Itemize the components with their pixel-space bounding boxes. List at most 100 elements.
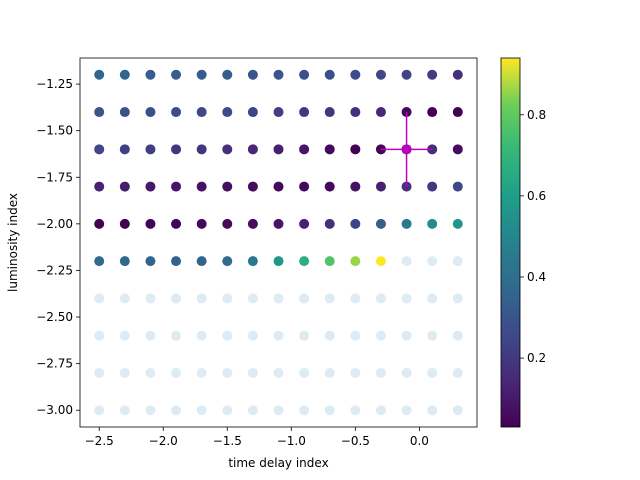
colorbar: [500, 57, 521, 428]
x-tick-label: 0.0: [410, 434, 429, 448]
faded-point: [324, 293, 335, 304]
data-point: [119, 218, 130, 229]
faded-point: [171, 367, 182, 378]
x-tick-label: −1.5: [213, 434, 242, 448]
faded-point: [273, 367, 284, 378]
faded-point: [119, 293, 130, 304]
data-point: [145, 144, 156, 155]
faded-point: [452, 367, 463, 378]
data-point: [247, 69, 258, 80]
x-tick-label: −2.0: [149, 434, 178, 448]
data-point: [196, 69, 207, 80]
data-point: [222, 69, 233, 80]
data-point: [247, 144, 258, 155]
data-point: [299, 218, 310, 229]
faded-point: [401, 256, 412, 267]
faded-point: [171, 293, 182, 304]
y-tick-label: −1.75: [36, 170, 73, 184]
faded-point: [375, 330, 386, 341]
faded-point: [350, 330, 361, 341]
data-point: [427, 218, 438, 229]
data-point: [273, 144, 284, 155]
faded-point: [145, 405, 156, 416]
data-point: [222, 218, 233, 229]
data-point: [247, 107, 258, 118]
data-point: [401, 69, 412, 80]
data-point: [247, 218, 258, 229]
faded-point: [145, 330, 156, 341]
faded-point: [299, 330, 310, 341]
data-point: [119, 181, 130, 192]
x-tick-label: −2.5: [85, 434, 114, 448]
y-tick-label: −3.00: [36, 403, 73, 417]
faded-point: [222, 405, 233, 416]
data-point: [273, 181, 284, 192]
faded-point: [299, 405, 310, 416]
faded-point: [401, 367, 412, 378]
faded-point: [350, 367, 361, 378]
faded-point: [375, 367, 386, 378]
faded-point: [375, 293, 386, 304]
data-point: [222, 181, 233, 192]
plot-frame: [79, 57, 478, 428]
data-point: [119, 256, 130, 267]
data-point: [350, 107, 361, 118]
data-point: [299, 69, 310, 80]
data-point: [350, 69, 361, 80]
data-point: [350, 144, 361, 155]
data-point: [427, 181, 438, 192]
data-point: [452, 218, 463, 229]
data-point: [299, 107, 310, 118]
data-point: [145, 218, 156, 229]
data-point: [171, 218, 182, 229]
faded-point: [401, 293, 412, 304]
data-point: [222, 256, 233, 267]
data-point: [247, 256, 258, 267]
faded-point: [94, 330, 105, 341]
data-point: [324, 144, 335, 155]
data-point: [222, 144, 233, 155]
faded-point: [119, 405, 130, 416]
faded-point: [350, 293, 361, 304]
faded-point: [324, 405, 335, 416]
plot-background: [80, 58, 477, 427]
faded-point: [375, 405, 386, 416]
y-tick-label: −2.50: [36, 310, 73, 324]
faded-point: [273, 330, 284, 341]
data-point: [273, 256, 284, 267]
faded-point: [119, 330, 130, 341]
data-point: [196, 218, 207, 229]
faded-point: [247, 405, 258, 416]
data-point: [452, 181, 463, 192]
faded-point: [401, 405, 412, 416]
faded-point: [222, 330, 233, 341]
faded-point: [427, 256, 438, 267]
data-point: [247, 181, 258, 192]
faded-point: [94, 293, 105, 304]
faded-point: [452, 405, 463, 416]
x-tick-label: −1.0: [277, 434, 306, 448]
colorbar-tick-label: 0.6: [527, 189, 546, 203]
data-point: [94, 107, 105, 118]
data-point: [171, 181, 182, 192]
data-points: [94, 69, 463, 267]
data-point: [324, 256, 335, 267]
x-tick-label: −0.5: [341, 434, 370, 448]
data-point: [94, 256, 105, 267]
faded-point: [119, 367, 130, 378]
data-point: [299, 144, 310, 155]
y-axis-label: luminosity index: [6, 193, 20, 292]
faded-point: [273, 405, 284, 416]
data-point: [324, 181, 335, 192]
faded-point: [401, 330, 412, 341]
y-tick-label: −1.50: [36, 124, 73, 138]
data-point: [452, 144, 463, 155]
data-point: [145, 107, 156, 118]
data-point: [324, 218, 335, 229]
faded-point: [427, 293, 438, 304]
data-point: [119, 144, 130, 155]
data-point: [145, 181, 156, 192]
faded-point: [94, 405, 105, 416]
data-point: [145, 256, 156, 267]
